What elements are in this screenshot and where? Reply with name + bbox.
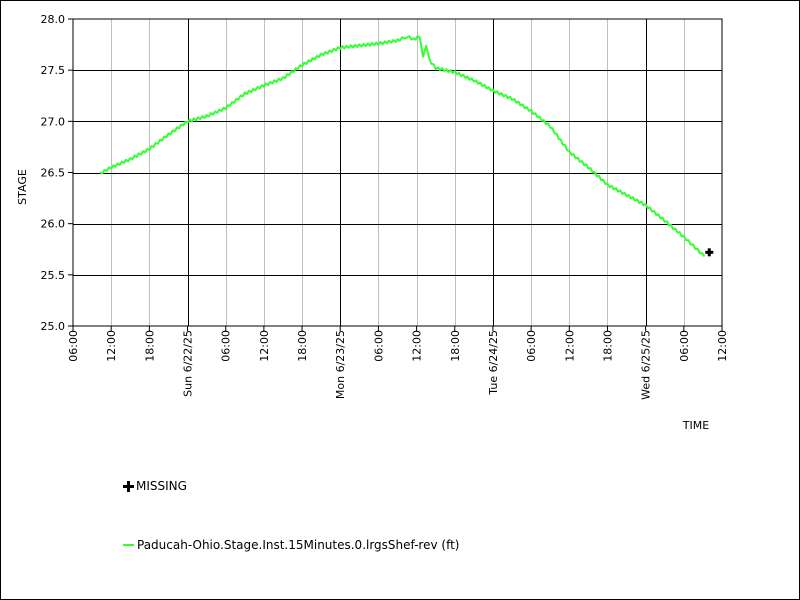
x-tick-label: 06:00 (67, 330, 80, 362)
x-tick-label: 18:00 (449, 330, 462, 362)
x-tick-label: 06:00 (220, 330, 233, 362)
x-tick-label: 12:00 (563, 330, 576, 362)
x-day-label: Tue 6/24/25 (487, 330, 500, 396)
x-day-label: Wed 6/25/25 (640, 330, 653, 400)
x-tick-label: 06:00 (678, 330, 691, 362)
legend-label-series: Paducah-Ohio.Stage.Inst.15Minutes.0.lrgs… (137, 538, 460, 552)
x-tick-label: 12:00 (411, 330, 424, 362)
x-tick-label: 06:00 (525, 330, 538, 362)
legend-item-series: Paducah-Ohio.Stage.Inst.15Minutes.0.lrgs… (123, 538, 459, 552)
y-tick-label: 28.0 (41, 13, 66, 26)
y-tick-label: 27.0 (41, 115, 66, 128)
series-line-paducah-stage (99, 35, 706, 257)
plot-area-border (72, 18, 723, 327)
legend-label-missing: MISSING (136, 479, 187, 493)
x-tick-label: 12:00 (716, 330, 729, 362)
missing-cross-icon (123, 480, 134, 492)
x-tick-label: 06:00 (372, 330, 385, 362)
x-tick-label: 18:00 (296, 330, 309, 362)
y-tick-label: 26.0 (41, 218, 66, 231)
series-line-icon (123, 544, 134, 546)
x-tick-label: 18:00 (601, 330, 614, 362)
y-axis-label: STAGE (16, 169, 29, 205)
x-tick-label: 12:00 (258, 330, 271, 362)
x-tick-label: 18:00 (143, 330, 156, 362)
legend-item-missing: MISSING (123, 479, 187, 493)
x-day-label: Sun 6/22/25 (182, 330, 195, 397)
y-tick-label: 25.0 (41, 320, 66, 333)
x-tick-label: 12:00 (105, 330, 118, 362)
x-axis-label: TIME (682, 419, 709, 432)
missing-point-marker (705, 248, 714, 257)
x-day-label: Mon 6/23/25 (334, 330, 347, 399)
y-tick-label: 27.5 (41, 64, 66, 77)
y-tick-label: 26.5 (41, 167, 66, 180)
y-tick-label: 25.5 (41, 269, 66, 282)
